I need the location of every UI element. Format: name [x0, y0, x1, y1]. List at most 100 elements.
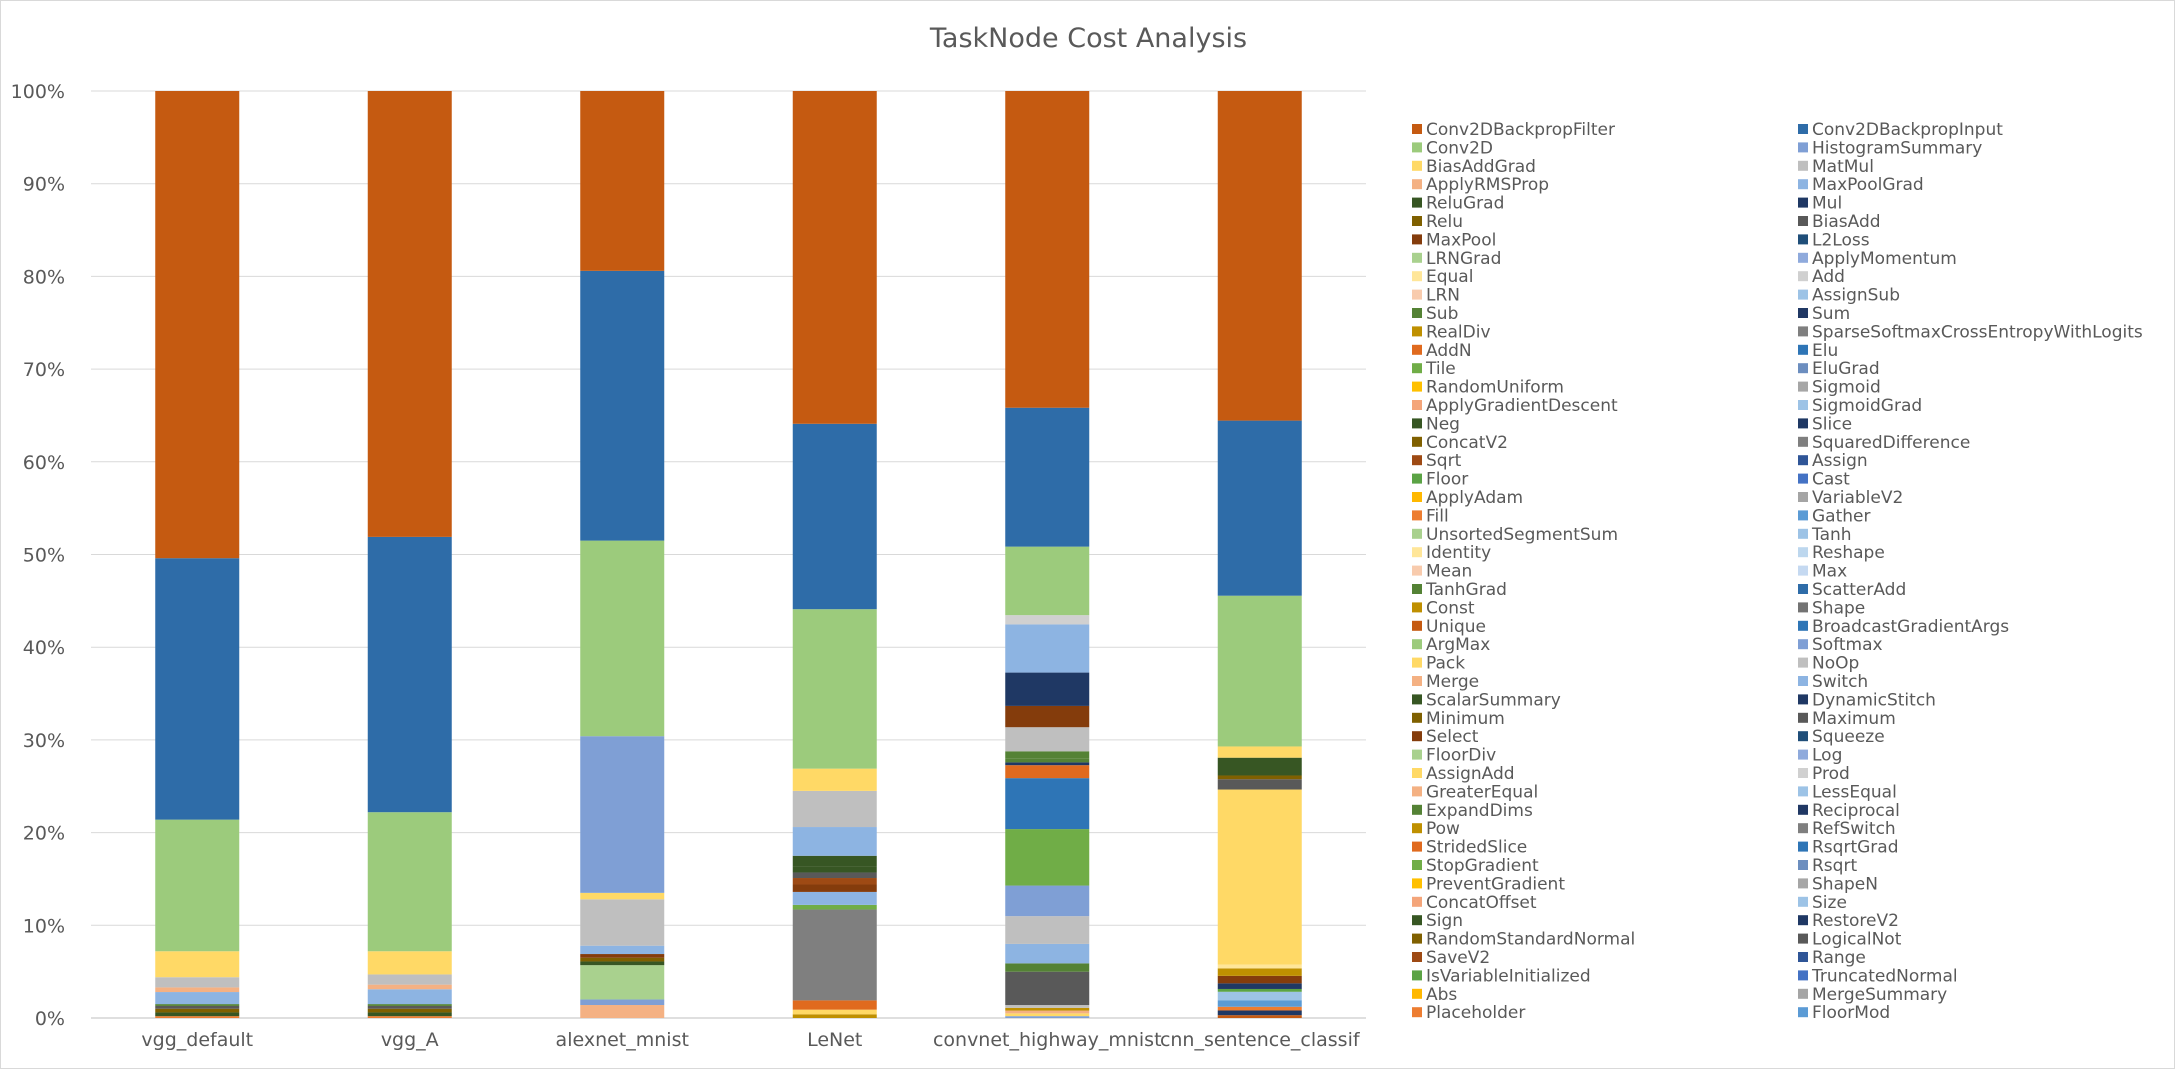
legend-label: AssignSub: [1812, 286, 1900, 306]
bar-segment: [1005, 91, 1090, 408]
legend-swatch: [1412, 1007, 1422, 1018]
legend-label: MatMul: [1812, 157, 1874, 177]
legend-swatch: [1412, 160, 1422, 171]
legend-swatch: [1798, 216, 1808, 226]
bar-segment: [1217, 1006, 1302, 1011]
legend-label: Tile: [1425, 359, 1456, 379]
legend-label: ApplyGradientDescent: [1426, 396, 1618, 416]
legend-label: Neg: [1426, 414, 1460, 434]
legend-label: Max: [1812, 562, 1847, 582]
legend-swatch: [1798, 510, 1808, 521]
legend-label: Log: [1812, 746, 1842, 766]
legend-swatch: [1412, 584, 1422, 594]
legend-label: RandomUniform: [1426, 378, 1564, 398]
legend-label: FloorMod: [1812, 1003, 1890, 1023]
bar-segment: [1005, 971, 1090, 1006]
legend-label: Shape: [1812, 598, 1865, 618]
bar-segment: [155, 1012, 240, 1017]
bar-segment: [792, 1000, 877, 1010]
bar-segment: [580, 736, 665, 893]
legend-swatch: [1412, 749, 1422, 760]
bar-segment: [580, 957, 665, 962]
bar-stack: [1217, 91, 1302, 1018]
axes: 0% 10% 20% 30% 40% 50% 60% 70% 80% 90% 100% vgg_def…: [11, 81, 1361, 1051]
legend-label: LessEqual: [1812, 782, 1897, 802]
bar-segment: [1217, 775, 1302, 780]
legend-label: Slice: [1812, 414, 1852, 434]
bar-segment: [1005, 762, 1090, 766]
legend-label: ExpandDims: [1426, 801, 1533, 821]
legend-swatch: [1798, 363, 1808, 374]
legend-swatch: [1412, 860, 1422, 870]
bar-segment: [1005, 1010, 1090, 1014]
legend-label: RandomStandardNormal: [1426, 930, 1635, 950]
bar-segment: [1005, 1005, 1090, 1008]
legend-label: Sub: [1426, 304, 1458, 324]
legend-label: MergeSummary: [1812, 985, 1947, 1005]
legend-label: SaveV2: [1426, 948, 1490, 968]
legend-label: Floor: [1426, 470, 1468, 490]
bar-segment: [155, 992, 240, 1005]
legend-swatch: [1412, 823, 1422, 834]
bar-segment: [155, 1016, 240, 1018]
legend-label: Placeholder: [1426, 1003, 1525, 1023]
bar-segment: [155, 987, 240, 993]
bar-segment: [1217, 983, 1302, 989]
bar-segment: [367, 984, 452, 990]
legend-label: Pack: [1426, 654, 1465, 674]
bar-segment: [792, 423, 877, 610]
legend-label: Reciprocal: [1812, 801, 1900, 821]
legend-label: FloorDiv: [1426, 746, 1496, 766]
bar-stack: [792, 91, 877, 1018]
legend-swatch: [1798, 124, 1808, 134]
legend-swatch: [1798, 528, 1808, 539]
legend-swatch: [1798, 179, 1808, 190]
y-tick-label: 30%: [23, 730, 65, 752]
bar-segment: [1005, 407, 1090, 547]
y-tick-label: 100%: [11, 81, 65, 103]
legend-label: StridedSlice: [1426, 838, 1527, 858]
legend-label: ShapeN: [1812, 874, 1878, 894]
legend-label: ScatterAdd: [1812, 580, 1906, 600]
bar-stack: [580, 91, 665, 1018]
bar-segment: [1005, 751, 1090, 759]
legend-label: RestoreV2: [1812, 911, 1899, 931]
bar-segment: [1217, 991, 1302, 1001]
bar-segment: [1217, 757, 1302, 776]
legend-swatch: [1798, 436, 1808, 447]
y-tick-label: 20%: [23, 823, 65, 845]
bar-segment: [792, 768, 877, 791]
bar-segment: [155, 819, 240, 952]
legend-swatch: [1798, 602, 1808, 613]
legend-label: LogicalNot: [1812, 930, 1902, 950]
bar-segment: [580, 1005, 665, 1018]
legend-swatch: [1798, 786, 1808, 797]
bar-segment: [1217, 968, 1302, 976]
legend-swatch: [1412, 731, 1422, 742]
bar-segment: [1005, 943, 1090, 964]
legend-swatch: [1412, 915, 1422, 926]
bar-segment: [1005, 1016, 1090, 1018]
x-tick-label: convnet_highway_mnist: [933, 1029, 1162, 1051]
legend-label: Cast: [1812, 470, 1850, 490]
bar-segment: [792, 872, 877, 879]
legend-swatch: [1798, 841, 1808, 852]
legend-swatch: [1412, 528, 1422, 539]
bar-segment: [1005, 624, 1090, 673]
legend-swatch: [1412, 308, 1422, 318]
legend-swatch: [1412, 933, 1422, 944]
bar-segment: [792, 609, 877, 769]
x-tick-label: vgg_default: [141, 1029, 253, 1051]
bar-segment: [1005, 1013, 1090, 1017]
bar-segment: [1005, 758, 1090, 763]
legend-label: Sum: [1812, 304, 1850, 324]
bar-segment: [580, 892, 665, 900]
bar-segment: [155, 1008, 240, 1013]
legend-label: IsVariableInitialized: [1426, 966, 1591, 986]
legend-label: LRN: [1426, 286, 1460, 306]
bar-segment: [1217, 964, 1302, 969]
legend-swatch: [1798, 197, 1808, 208]
legend-swatch: [1798, 878, 1808, 889]
legend-label: Abs: [1426, 985, 1457, 1005]
